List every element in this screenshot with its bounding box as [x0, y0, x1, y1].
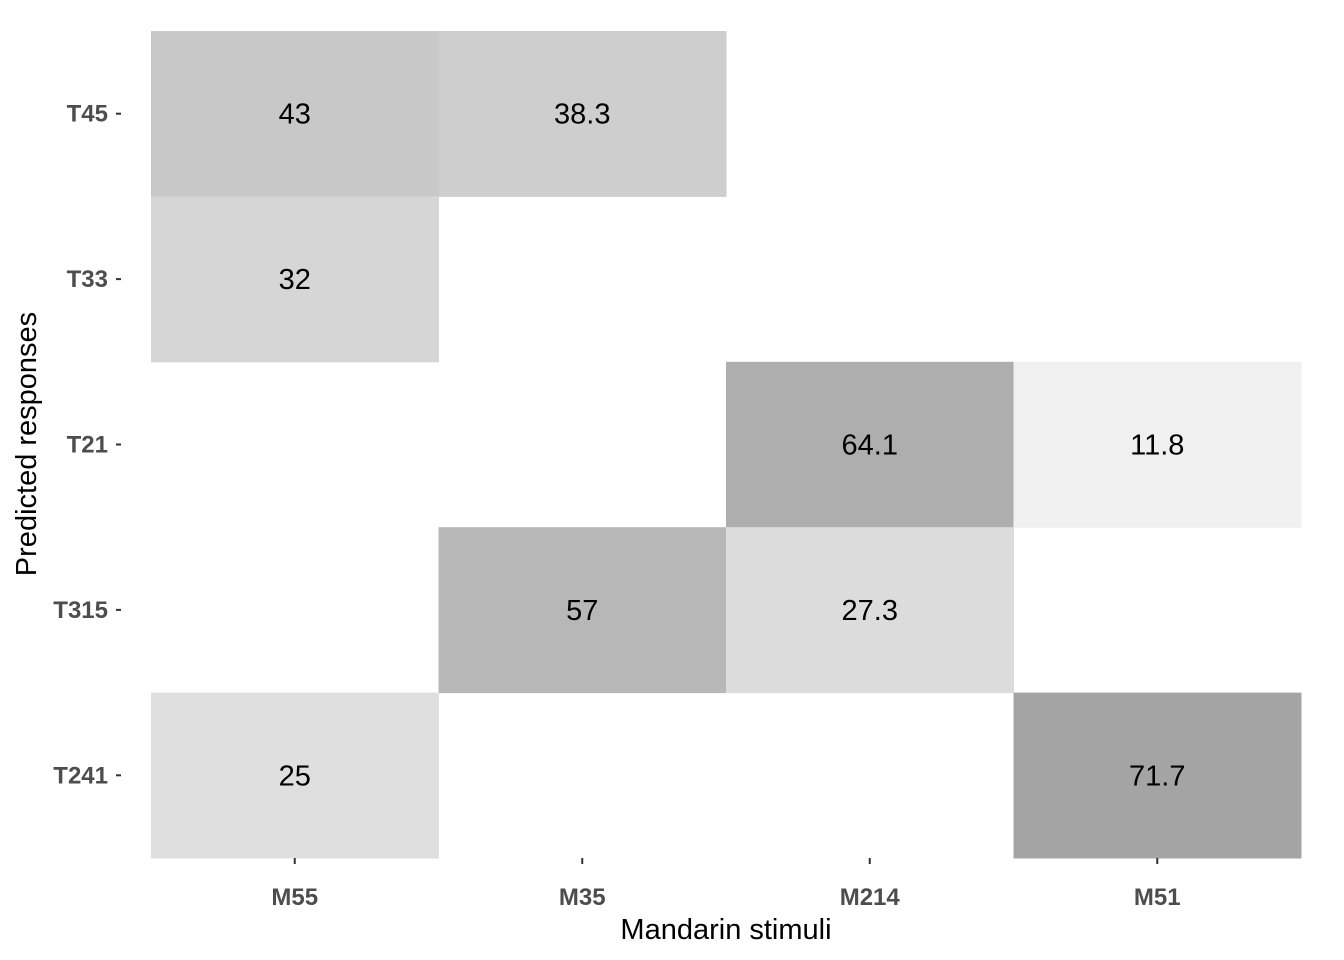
y-tick-label-t21: T21	[67, 432, 108, 459]
heatmap-cell-t241-m51	[1013, 692, 1302, 859]
x-axis-title: Mandarin stimuli	[620, 914, 831, 946]
cell-value-label: 38.3	[554, 99, 610, 131]
y-tick-label-t45: T45	[67, 101, 108, 128]
cell-value-label: 32	[279, 264, 311, 296]
y-axis-title: Predicted responses	[11, 312, 43, 576]
cell-value-label: 25	[279, 760, 311, 792]
heatmap-cell-t21-m51	[1013, 361, 1302, 528]
y-tick-label-t241: T241	[53, 762, 108, 789]
heatmap-cells	[151, 31, 1302, 859]
y-tick-label-t33: T33	[67, 266, 108, 293]
heatmap-cell-labels: 43 38.3 32 64.1 11.8 57 27.3 25 71.7	[279, 99, 1186, 793]
cell-value-label: 27.3	[842, 595, 898, 627]
y-axis: T45 T33 T21 T315 T241	[53, 101, 121, 789]
heatmap-cell-t45-m35	[438, 31, 727, 197]
heatmap-cell-t33-m55	[151, 196, 439, 363]
x-axis: M55 M35 M214 M51	[271, 858, 1181, 911]
heatmap-cell-t315-m35	[438, 527, 727, 694]
cell-value-label: 64.1	[842, 430, 898, 462]
cell-value-label: 11.8	[1130, 430, 1184, 462]
heatmap-cell-t21-m214	[726, 361, 1014, 528]
x-tick-label-m51: M51	[1134, 884, 1181, 911]
x-tick-label-m55: M55	[271, 884, 318, 911]
heatmap-cell-t241-m55	[151, 692, 439, 859]
heatmap-cell-t315-m214	[726, 527, 1014, 694]
x-tick-label-m214: M214	[840, 884, 901, 911]
cell-value-label: 43	[279, 99, 311, 131]
cell-value-label: 71.7	[1129, 760, 1185, 792]
y-tick-label-t315: T315	[53, 597, 108, 624]
heatmap-cell-t45-m55	[151, 31, 439, 197]
cell-value-label: 57	[566, 595, 598, 627]
x-tick-label-m35: M35	[559, 884, 606, 911]
